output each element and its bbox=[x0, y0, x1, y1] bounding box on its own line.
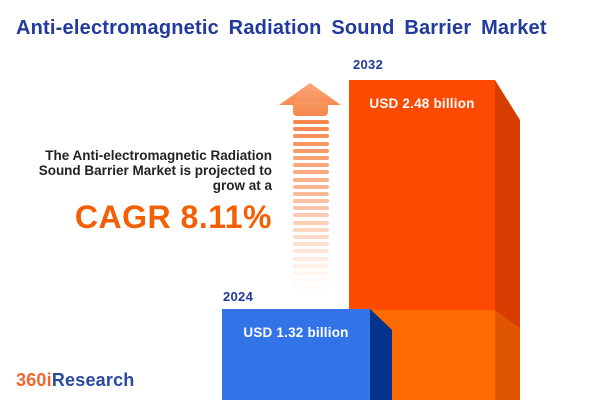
bar-2032-value-label: USD 2.48 billion bbox=[369, 96, 475, 111]
logo-suffix: Research bbox=[51, 370, 135, 390]
description-line-1: The Anti-electromagnetic Radiation bbox=[45, 148, 272, 163]
bar-2024-year-label: 2024 bbox=[223, 289, 254, 304]
bar-2032-year-label: 2032 bbox=[353, 57, 384, 72]
bar-2024-side-face bbox=[370, 309, 392, 400]
market-description: The Anti-electromagnetic Radiation Sound… bbox=[39, 148, 272, 234]
bar-2024-front-face bbox=[222, 309, 370, 400]
bar-2032-side-face-lower-segment bbox=[495, 310, 520, 400]
up-arrow-neck-icon bbox=[293, 101, 328, 116]
cagr-value: CAGR 8.11% bbox=[74, 199, 272, 235]
up-arrow-dashed-tail-icon bbox=[293, 120, 329, 293]
logo: 360iResearch bbox=[16, 370, 135, 391]
bar-2024-value-label: USD 1.32 billion bbox=[243, 325, 349, 340]
description-line-2: Sound Barrier Market is projected to bbox=[38, 163, 272, 178]
page-title: Anti-electromagnetic Radiation Sound Bar… bbox=[16, 17, 547, 39]
logo-prefix: 360i bbox=[16, 370, 52, 390]
description-line-3: grow at a bbox=[212, 178, 272, 193]
